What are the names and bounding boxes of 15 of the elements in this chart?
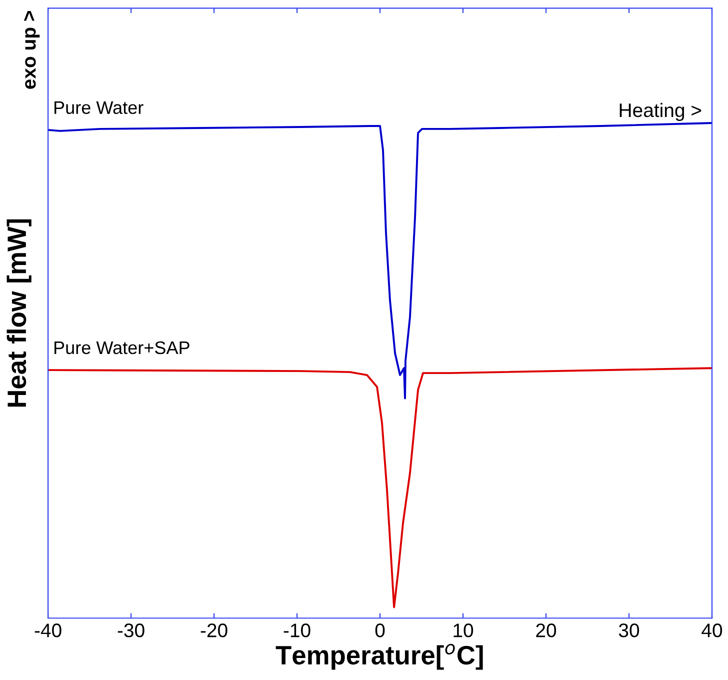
text: Heating > [620, 102, 702, 122]
x-tick-label: -10 [284, 623, 310, 638]
x-tick-label: 0 [375, 623, 385, 638]
series-label: Pure Water [54, 101, 144, 114]
x-tick-label: -30 [118, 623, 144, 638]
x-tick-label: -40 [34, 623, 62, 638]
y-axis-title: Heat flow [mW] [6, 219, 32, 407]
x-axis-title: Temperature[$^{o}$C] [276, 644, 483, 670]
x-tick-label: -20 [200, 623, 228, 638]
text: exo up > [24, 10, 40, 89]
x-tick-label: 40 [702, 623, 722, 638]
series-label: Pure Water+SAP [54, 341, 190, 354]
x-tick-label: 10 [454, 623, 474, 638]
x-tick-label: 20 [536, 623, 556, 638]
x-tick-label: 30 [618, 623, 640, 638]
